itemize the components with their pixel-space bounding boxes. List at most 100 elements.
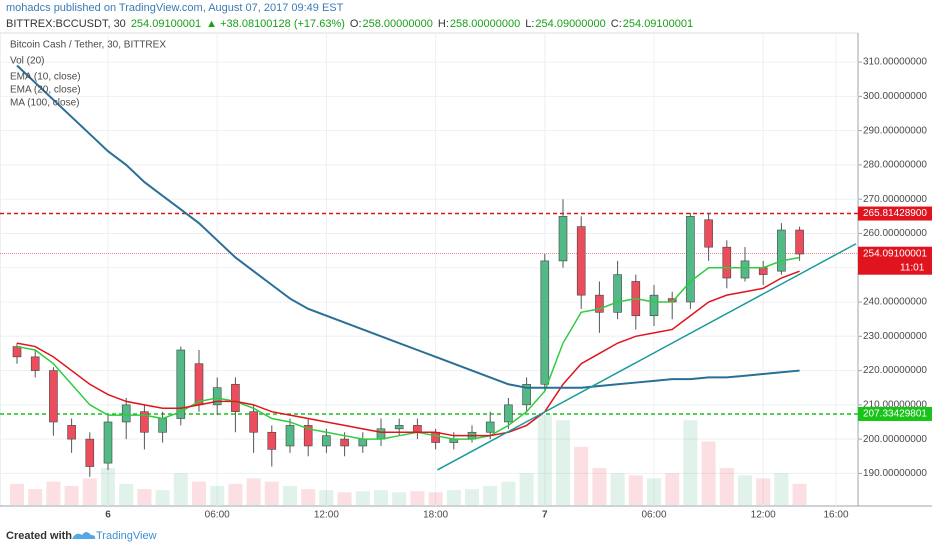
x-tick-label: 12:00 [751, 510, 776, 521]
volume-bar [574, 446, 589, 505]
y-tick-label: 210.00000000 [863, 399, 927, 410]
candle-body [249, 411, 258, 433]
x-tick-label: 7 [542, 510, 548, 521]
header-l: 254.09000000 [535, 18, 605, 30]
candle-body [704, 219, 713, 248]
candle-body [103, 421, 113, 464]
level-label: 207.33429801 [863, 409, 927, 420]
volume-bar [519, 473, 534, 505]
header-l-label: L: [525, 18, 534, 30]
candle-body [121, 404, 131, 423]
volume-bar [556, 420, 570, 505]
legend: EMA (20, close) [10, 85, 81, 96]
volume-bar [155, 490, 170, 505]
countdown: 11:01 [900, 262, 925, 273]
volume-bar [46, 481, 61, 505]
candle-body [176, 349, 186, 419]
y-tick-label: 190.00000000 [863, 468, 927, 479]
volume-bar [392, 492, 407, 505]
volume-bar [319, 490, 334, 505]
volume-bar [683, 420, 698, 505]
volume-bar [719, 467, 734, 505]
candle-body [394, 425, 404, 430]
y-tick-label: 310.00000000 [863, 57, 927, 68]
volume-bar [446, 490, 461, 505]
candle-body [431, 431, 440, 443]
last-price-tag [858, 246, 932, 275]
volume-bar [192, 481, 206, 505]
trendline [437, 243, 857, 471]
volume-bar [610, 473, 625, 505]
volume-bar [428, 492, 443, 505]
candle-body [686, 216, 695, 303]
volume-bar [592, 467, 607, 505]
chart-title: Bitcoin Cash / Tether, 30, BITTREX [10, 40, 166, 51]
candle-body [413, 425, 422, 433]
candle-body [85, 438, 95, 467]
y-tick-label: 200.00000000 [863, 434, 927, 445]
candle-body [231, 383, 240, 412]
candle-body [777, 229, 786, 272]
header-h: 258.00000000 [450, 18, 520, 30]
candle-body [540, 260, 550, 385]
candle-body [558, 216, 568, 262]
legend: EMA (10, close) [10, 72, 81, 83]
indicator-line [16, 270, 800, 437]
candle-body [358, 438, 368, 447]
candle-body [504, 404, 513, 423]
volume-bar [10, 483, 24, 505]
publisher: mohadcs published on TradingView.com, Au… [6, 2, 344, 14]
x-tick-label: 06:00 [205, 510, 230, 521]
level-label: 265.81428900 [863, 208, 927, 219]
candle-body [595, 294, 604, 313]
candle-body [758, 267, 768, 275]
header-c: 254.09100001 [623, 18, 693, 30]
volume-bar [101, 467, 115, 505]
level-tag [858, 406, 932, 421]
header-h-label: H: [438, 18, 449, 30]
header-o: 258.00000000 [363, 18, 433, 30]
legend: MA (100, close) [10, 98, 79, 109]
header: BITTREX:BCCUSDT, 30 254.09100001 ▲ +38.081… [6, 18, 693, 30]
candle-body [649, 294, 659, 317]
candle-body [376, 428, 386, 440]
level-tag [858, 206, 932, 221]
header-price: 254.09100001 [131, 18, 201, 30]
candle-body [576, 226, 586, 296]
candle-body [158, 418, 167, 433]
volume-bar [64, 485, 79, 505]
y-tick-label: 280.00000000 [863, 160, 927, 171]
candle-body [522, 383, 531, 406]
volume-bar [483, 485, 498, 505]
y-tick-label: 240.00000000 [863, 297, 927, 308]
candle-body [194, 363, 204, 406]
candle-body [722, 246, 732, 279]
candle-body [140, 411, 149, 433]
y-tick-label: 270.00000000 [863, 194, 927, 205]
volume-bar [756, 478, 771, 505]
x-tick-label: 6 [105, 510, 111, 521]
x-tick-label: 06:00 [641, 510, 666, 521]
legend: Vol (20) [10, 56, 44, 67]
candle-body [285, 425, 295, 447]
grid [0, 33, 858, 506]
axis: 190.00000000 200.00000000 210.00000000 220.… [105, 57, 932, 521]
y-tick-label: 290.00000000 [863, 125, 927, 136]
header-change: ▲ +38.08100128 (+17.63%) [206, 18, 345, 30]
candle-body [795, 229, 804, 255]
volume-bar [501, 481, 516, 505]
volume-bar [82, 478, 97, 505]
indicator-line [16, 256, 800, 440]
footer-brand[interactable]: TradingView [96, 530, 157, 542]
volume-bar [665, 473, 680, 505]
volume-bar [137, 489, 152, 505]
volume-bar [537, 415, 552, 505]
candle-body [12, 346, 22, 358]
volume-bar [410, 491, 425, 505]
y-tick-label: 260.00000000 [863, 228, 927, 239]
x-tick-label: 16:00 [823, 510, 848, 521]
indicator-line [16, 64, 800, 389]
candle-body [67, 425, 76, 440]
